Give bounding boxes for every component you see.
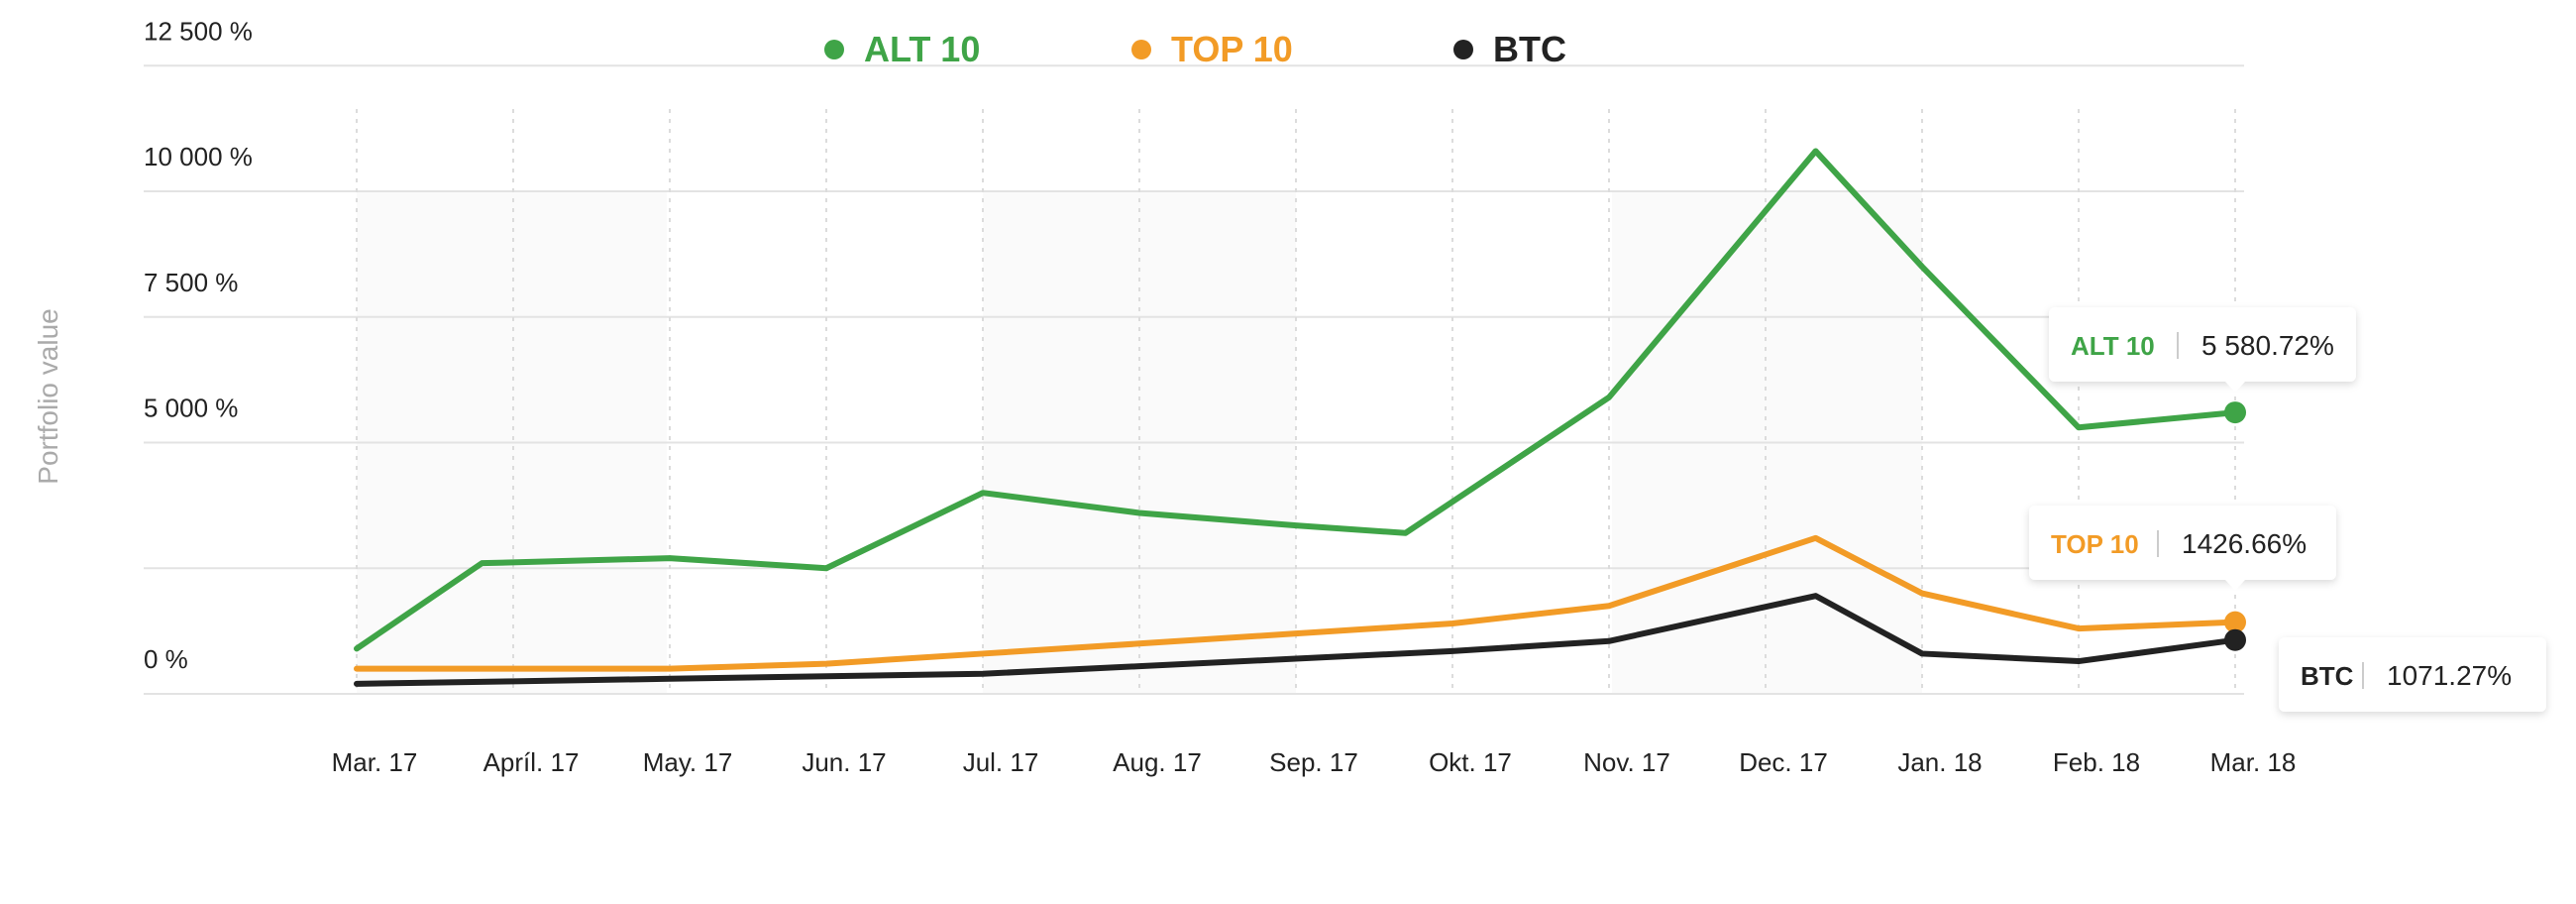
legend-marker (1131, 40, 1151, 59)
y-tick-label: 12 500 % (144, 16, 253, 46)
x-axis: Mar. 17 Apríl. 17 May. 17 Jun. 17 Jul. 17 Aug… (332, 747, 2297, 777)
y-tick-label: 0 % (144, 644, 188, 674)
legend: ALT 10 TOP 10 BTC (824, 29, 1566, 69)
series-btc (354, 593, 2246, 687)
x-tick-label: Jun. 17 (802, 747, 886, 777)
tooltip-series-name: TOP 10 (2051, 529, 2139, 559)
y-axis: 0 % 5 000 % 7 500 % 10 000 % 12 500 % (144, 16, 253, 674)
series-end-point[interactable] (2224, 611, 2246, 633)
x-tick-label: Sep. 17 (1269, 747, 1358, 777)
x-tick-label: Nov. 17 (1583, 747, 1670, 777)
x-tick-label: Aug. 17 (1113, 747, 1202, 777)
series (354, 148, 2246, 687)
tooltip-value: 1426.66% (2182, 528, 2307, 559)
series-top-10 (354, 534, 2246, 672)
tooltip-pointer (2225, 580, 2245, 591)
series-line (354, 593, 2238, 687)
series-line (354, 148, 2238, 652)
y-tick-label: 5 000 % (144, 394, 238, 423)
tooltip-value: 1071.27% (2387, 660, 2512, 691)
series-end-point[interactable] (2224, 401, 2246, 424)
vertical-gridlines (356, 109, 2236, 694)
value-labels: ALT 10 5 580.72% TOP 10 1426.66% BTC 1071.27% (2029, 307, 2546, 712)
tooltip-series-name: ALT 10 (2071, 331, 2155, 361)
tooltip-pointer (2225, 382, 2245, 393)
value-tooltip: TOP 10 1426.66% (2029, 506, 2336, 591)
tooltip-value: 5 580.72% (2201, 330, 2334, 361)
gridlines (144, 64, 2244, 695)
y-axis-label: Portfolio value (33, 308, 63, 484)
tooltip-box (2029, 506, 2336, 580)
value-tooltip: ALT 10 5 580.72% (2049, 307, 2356, 393)
x-tick-label: Mar. 17 (332, 747, 418, 777)
legend-label: BTC (1493, 29, 1566, 69)
x-tick-label: Feb. 18 (2053, 747, 2140, 777)
legend-item[interactable]: ALT 10 (824, 29, 980, 69)
series-end-point[interactable] (2224, 628, 2246, 651)
tooltip-box (2279, 637, 2546, 712)
value-tooltip: BTC 1071.27% (2279, 637, 2546, 712)
x-tick-label: May. 17 (643, 747, 733, 777)
y-tick-label: 10 000 % (144, 142, 253, 171)
tooltip-box (2049, 307, 2356, 382)
x-tick-label: Okt. 17 (1429, 747, 1512, 777)
series-line (354, 534, 2238, 672)
y-tick-label: 7 500 % (144, 268, 238, 297)
x-tick-label: Jul. 17 (963, 747, 1039, 777)
x-tick-label: Jan. 18 (1897, 747, 1982, 777)
legend-item[interactable]: TOP 10 (1131, 29, 1293, 69)
x-tick-label: Apríl. 17 (483, 747, 580, 777)
legend-label: TOP 10 (1171, 29, 1293, 69)
series-alt-10 (354, 148, 2246, 652)
tooltip-series-name: BTC (2301, 661, 2354, 691)
legend-marker (824, 40, 844, 59)
x-tick-label: Mar. 18 (2210, 747, 2297, 777)
legend-item[interactable]: BTC (1453, 29, 1566, 69)
legend-label: ALT 10 (864, 29, 980, 69)
x-tick-label: Dec. 17 (1739, 747, 1828, 777)
legend-marker (1453, 40, 1473, 59)
